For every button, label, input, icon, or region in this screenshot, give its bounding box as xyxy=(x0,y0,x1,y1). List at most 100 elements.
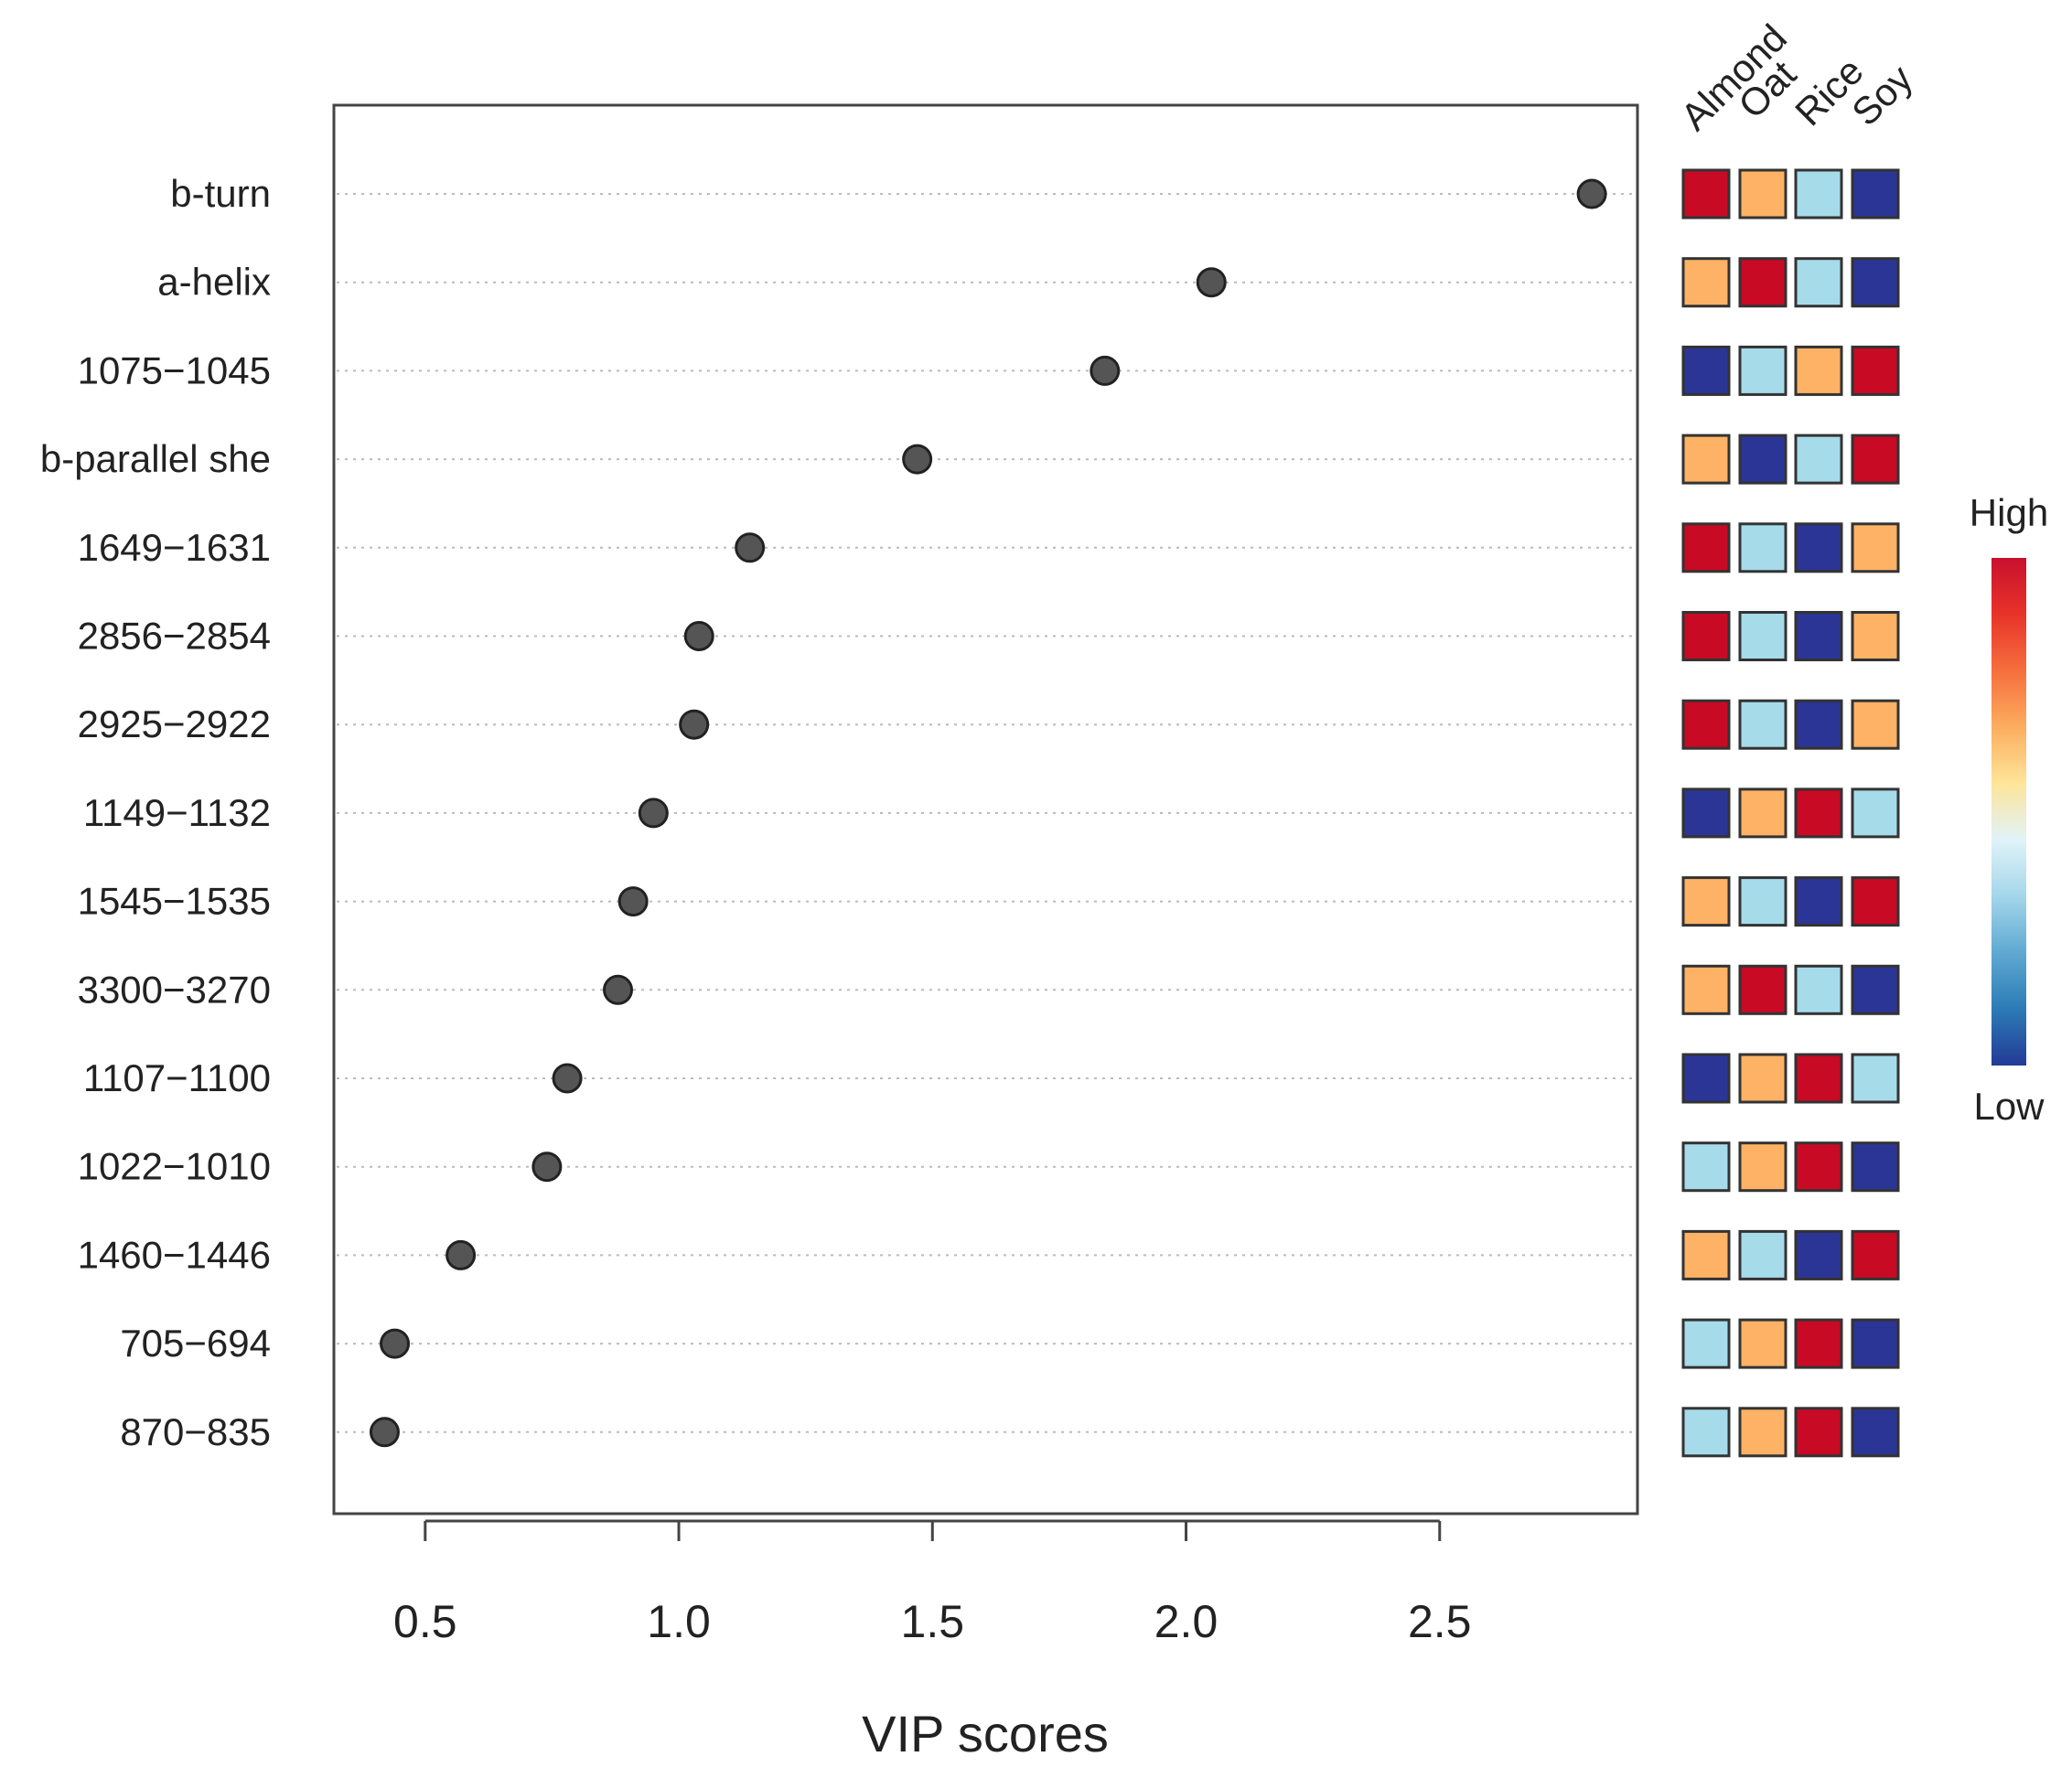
color-legend: High Low xyxy=(1970,491,2048,1128)
heatmap-cell xyxy=(1851,964,1900,1015)
data-point xyxy=(369,1417,400,1448)
heatmap-cell xyxy=(1738,611,1788,661)
data-point xyxy=(380,1328,411,1359)
heatmap-cell xyxy=(1681,787,1731,839)
heatmap-cell xyxy=(1681,168,1731,220)
plot-frame xyxy=(332,103,1639,1516)
heatmap-cell xyxy=(1681,1318,1731,1369)
heatmap-cell xyxy=(1794,1229,1843,1280)
data-point xyxy=(446,1239,477,1270)
data-point xyxy=(1090,355,1121,386)
heatmap-cell xyxy=(1681,522,1731,573)
legend-gradient-bar xyxy=(1991,558,2026,1066)
heatmap-cell xyxy=(1738,1229,1788,1280)
data-point xyxy=(638,798,669,829)
x-tick-label: 2.0 xyxy=(1154,1596,1219,1647)
heatmap-cell xyxy=(1851,345,1900,396)
y-tick-label: 2856−2854 xyxy=(78,615,271,658)
heatmap-cell xyxy=(1794,611,1843,661)
heatmap-cell xyxy=(1681,964,1731,1015)
y-tick-label: b-parallel she xyxy=(40,437,271,480)
heatmap-cell xyxy=(1794,168,1843,220)
heatmap-cell xyxy=(1738,964,1788,1015)
data-point xyxy=(679,709,710,740)
x-axis: 0.5 1.0 1.5 2.0 2.5 xyxy=(393,1519,1472,1647)
heatmap-cell xyxy=(1851,168,1900,220)
data-point xyxy=(603,974,634,1005)
y-axis-labels: b-turn a-helix 1075−1045 b-parallel she 1649… xyxy=(40,172,271,1453)
heatmap-cell xyxy=(1851,1407,1900,1458)
heatmap-cell xyxy=(1794,964,1843,1015)
heatmap-cell xyxy=(1738,1318,1788,1369)
heatmap-cell xyxy=(1738,345,1788,396)
heatmap-cell xyxy=(1851,1141,1900,1193)
y-tick-label: 2925−2922 xyxy=(78,702,271,745)
heatmap-cell xyxy=(1851,876,1900,927)
heatmap-cell xyxy=(1681,611,1731,661)
y-tick-label: 1545−1535 xyxy=(78,880,271,923)
heatmap-cell xyxy=(1794,257,1843,308)
heatmap-cell xyxy=(1794,699,1843,750)
heatmap-cell xyxy=(1851,1229,1900,1280)
heatmap-cell xyxy=(1794,522,1843,573)
data-point xyxy=(1196,267,1227,298)
heatmap-cell xyxy=(1738,257,1788,308)
heatmap-cell xyxy=(1851,1053,1900,1104)
y-tick-label: 1649−1631 xyxy=(78,526,271,569)
heatmap-cell xyxy=(1738,168,1788,220)
heatmap-cell xyxy=(1738,876,1788,927)
x-tick-label: 2.5 xyxy=(1408,1596,1472,1647)
y-tick-label: 870−835 xyxy=(120,1410,271,1453)
gridlines xyxy=(337,193,1635,1433)
heatmap-cell xyxy=(1851,257,1900,308)
data-point xyxy=(735,532,766,563)
heatmap-cell xyxy=(1738,699,1788,750)
heatmap-cell xyxy=(1851,522,1900,573)
heatmap-cell xyxy=(1681,257,1731,308)
x-axis-title: VIP scores xyxy=(862,1705,1109,1762)
y-tick-label: 1149−1132 xyxy=(83,791,271,834)
heatmap-cell xyxy=(1738,1053,1788,1104)
heatmap-cell xyxy=(1794,345,1843,396)
heatmap-cell xyxy=(1794,787,1843,839)
heatmap-cell xyxy=(1681,1053,1731,1104)
heatmap-cell xyxy=(1851,787,1900,839)
heatmap-cell xyxy=(1794,1318,1843,1369)
data-point xyxy=(552,1063,583,1094)
heatmap-cell xyxy=(1738,787,1788,839)
heatmap-cell xyxy=(1794,876,1843,927)
y-tick-label: 3300−3270 xyxy=(78,968,271,1011)
heatmap-cell xyxy=(1738,434,1788,485)
heatmap-cell xyxy=(1794,1141,1843,1193)
data-point xyxy=(531,1151,563,1183)
y-tick-label: 1107−1100 xyxy=(83,1056,271,1099)
heatmap xyxy=(1681,168,1900,1458)
heatmap-cell xyxy=(1681,699,1731,750)
data-point xyxy=(617,886,649,917)
y-tick-label: 1022−1010 xyxy=(78,1145,271,1188)
heatmap-cell xyxy=(1738,1141,1788,1193)
heatmap-cell xyxy=(1681,876,1731,927)
heatmap-cell xyxy=(1681,1407,1731,1458)
heatmap-cell xyxy=(1851,611,1900,661)
heatmap-cell xyxy=(1851,699,1900,750)
heatmap-cell xyxy=(1738,522,1788,573)
y-tick-label: b-turn xyxy=(170,172,271,215)
heatmap-cell xyxy=(1851,434,1900,485)
data-point xyxy=(683,621,714,651)
data-point xyxy=(902,444,933,475)
legend-high-label: High xyxy=(1970,491,2048,534)
heatmap-cell xyxy=(1681,434,1731,485)
heatmap-cell xyxy=(1681,345,1731,396)
y-tick-label: 1075−1045 xyxy=(78,348,271,391)
heatmap-cell xyxy=(1681,1141,1731,1193)
heatmap-cell xyxy=(1738,1407,1788,1458)
data-points xyxy=(369,178,1607,1448)
y-tick-label: a-helix xyxy=(157,261,271,304)
heatmap-cell xyxy=(1794,1053,1843,1104)
heatmap-cell xyxy=(1794,434,1843,485)
x-tick-label: 1.0 xyxy=(647,1596,711,1647)
y-tick-label: 705−694 xyxy=(120,1322,271,1365)
